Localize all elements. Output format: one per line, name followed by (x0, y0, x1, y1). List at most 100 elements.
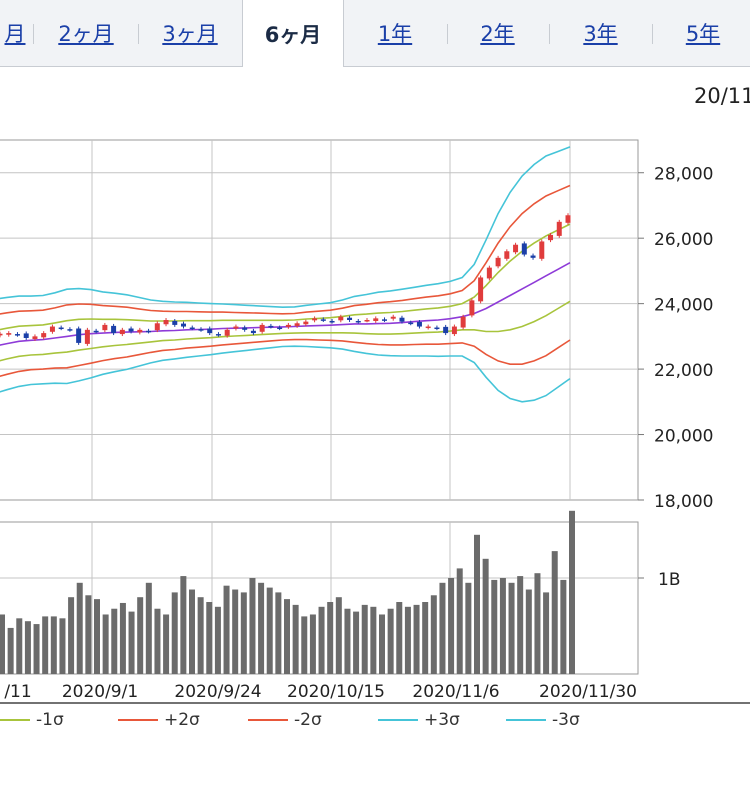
candle-body (137, 329, 143, 333)
price-tick-label: 24,000 (654, 296, 713, 316)
candle-body (408, 322, 414, 325)
volume-bar (94, 599, 100, 674)
legend-swatch (118, 719, 158, 721)
volume-bar (128, 611, 135, 674)
volume-bar (102, 614, 109, 674)
volume-bar (240, 592, 247, 674)
candle-body (548, 234, 554, 241)
candle-body (224, 329, 230, 336)
legend-minus2-sigma: -2σ (248, 708, 322, 732)
candle-body (49, 326, 55, 332)
candle-body (198, 329, 204, 331)
volume-bar (171, 592, 178, 674)
volume-bar (119, 602, 126, 674)
tab-separator (652, 24, 653, 44)
volume-bar (275, 592, 282, 674)
x-axis-label: 2020/10/15 (287, 682, 385, 702)
candle-body (23, 333, 29, 338)
volume-bar (517, 576, 524, 674)
candle-body (312, 318, 318, 321)
tab-3-months[interactable]: 3ヶ月 (162, 22, 218, 46)
plus1-sigma-band (0, 223, 571, 331)
volume-bar (258, 582, 265, 674)
volume-bar (42, 616, 49, 674)
candle-body (486, 267, 492, 279)
volume-bar (214, 606, 221, 674)
volume-bar (24, 621, 31, 674)
volume-bar (456, 568, 463, 674)
minus2-sigma-band (0, 338, 571, 378)
volume-bar (180, 576, 187, 674)
candle-body (14, 334, 20, 336)
range-tab-bar: 月 2ヶ月 3ヶ月 6ヶ月 1年 2年 3年 5年 (0, 0, 750, 67)
volume-bar (335, 597, 342, 674)
x-axis-label: 2020/9/24 (174, 682, 261, 702)
volume-bar (154, 608, 161, 674)
candle-body (539, 241, 545, 259)
candle-body (163, 320, 169, 325)
volume-bar (499, 578, 506, 674)
tab-5-years[interactable]: 5年 (685, 22, 721, 46)
tab-separator (549, 24, 550, 44)
volume-bar (68, 597, 75, 674)
volume-bar (7, 627, 14, 674)
volume-bar (33, 624, 40, 674)
volume-bar (543, 592, 550, 674)
candle-body (347, 317, 353, 320)
candle-body (111, 325, 117, 334)
legend-label: +2σ (164, 710, 200, 730)
candle-body (355, 320, 361, 323)
candle-body (277, 327, 283, 330)
volume-bar (482, 558, 489, 674)
volume-bar (344, 608, 351, 674)
volume-bar (318, 606, 325, 674)
price-tick-label: 26,000 (654, 230, 713, 250)
volume-bar (422, 602, 429, 674)
tab-1-month[interactable]: 月 (4, 22, 26, 46)
candle-body (565, 215, 571, 223)
candle-body (521, 243, 527, 255)
tab-2-years[interactable]: 2年 (480, 22, 515, 46)
tab-separator (138, 24, 139, 44)
volume-bar (569, 510, 575, 674)
candle-body (268, 325, 274, 328)
candle-body (181, 323, 187, 327)
volume-bar (206, 602, 213, 674)
candle-body (556, 221, 562, 236)
candle-body (146, 330, 152, 333)
candle-body (469, 300, 475, 316)
price-tick-label: 28,000 (654, 165, 713, 185)
candle-body (504, 251, 510, 259)
volume-bar (534, 573, 541, 674)
volume-bar (474, 534, 480, 674)
tab-6-months[interactable]: 6ヶ月 (242, 0, 344, 67)
x-axis-label: /11 (4, 682, 31, 702)
candle-body (416, 321, 422, 327)
legend-label: +3σ (424, 710, 460, 730)
volume-bar (430, 595, 437, 674)
volume-bar (551, 551, 558, 674)
candle-body (434, 327, 440, 330)
legend-label: -2σ (294, 710, 322, 730)
legend-plus2-sigma: +2σ (118, 708, 200, 732)
volume-bar (370, 606, 377, 674)
x-axis-label: 2020/9/1 (62, 682, 138, 702)
candle-body (478, 277, 484, 302)
plus2-sigma-band (0, 184, 571, 315)
volume-bar (163, 614, 170, 674)
candle-body (381, 319, 387, 321)
volume-bar (387, 608, 394, 674)
candle-body (329, 320, 335, 323)
tab-2-months[interactable]: 2ヶ月 (58, 22, 114, 46)
legend-swatch (248, 719, 288, 721)
tab-3-years[interactable]: 3年 (583, 22, 618, 46)
price-tick-label: 18,000 (654, 492, 713, 512)
candle-body (495, 257, 501, 267)
volume-bar (396, 602, 403, 674)
tab-1-year[interactable]: 1年 (377, 22, 413, 46)
candle-body (460, 316, 466, 328)
candle-body (399, 317, 405, 322)
volume-bar (232, 589, 239, 674)
minus3-sigma-band (0, 345, 571, 403)
volume-bar (439, 582, 446, 674)
